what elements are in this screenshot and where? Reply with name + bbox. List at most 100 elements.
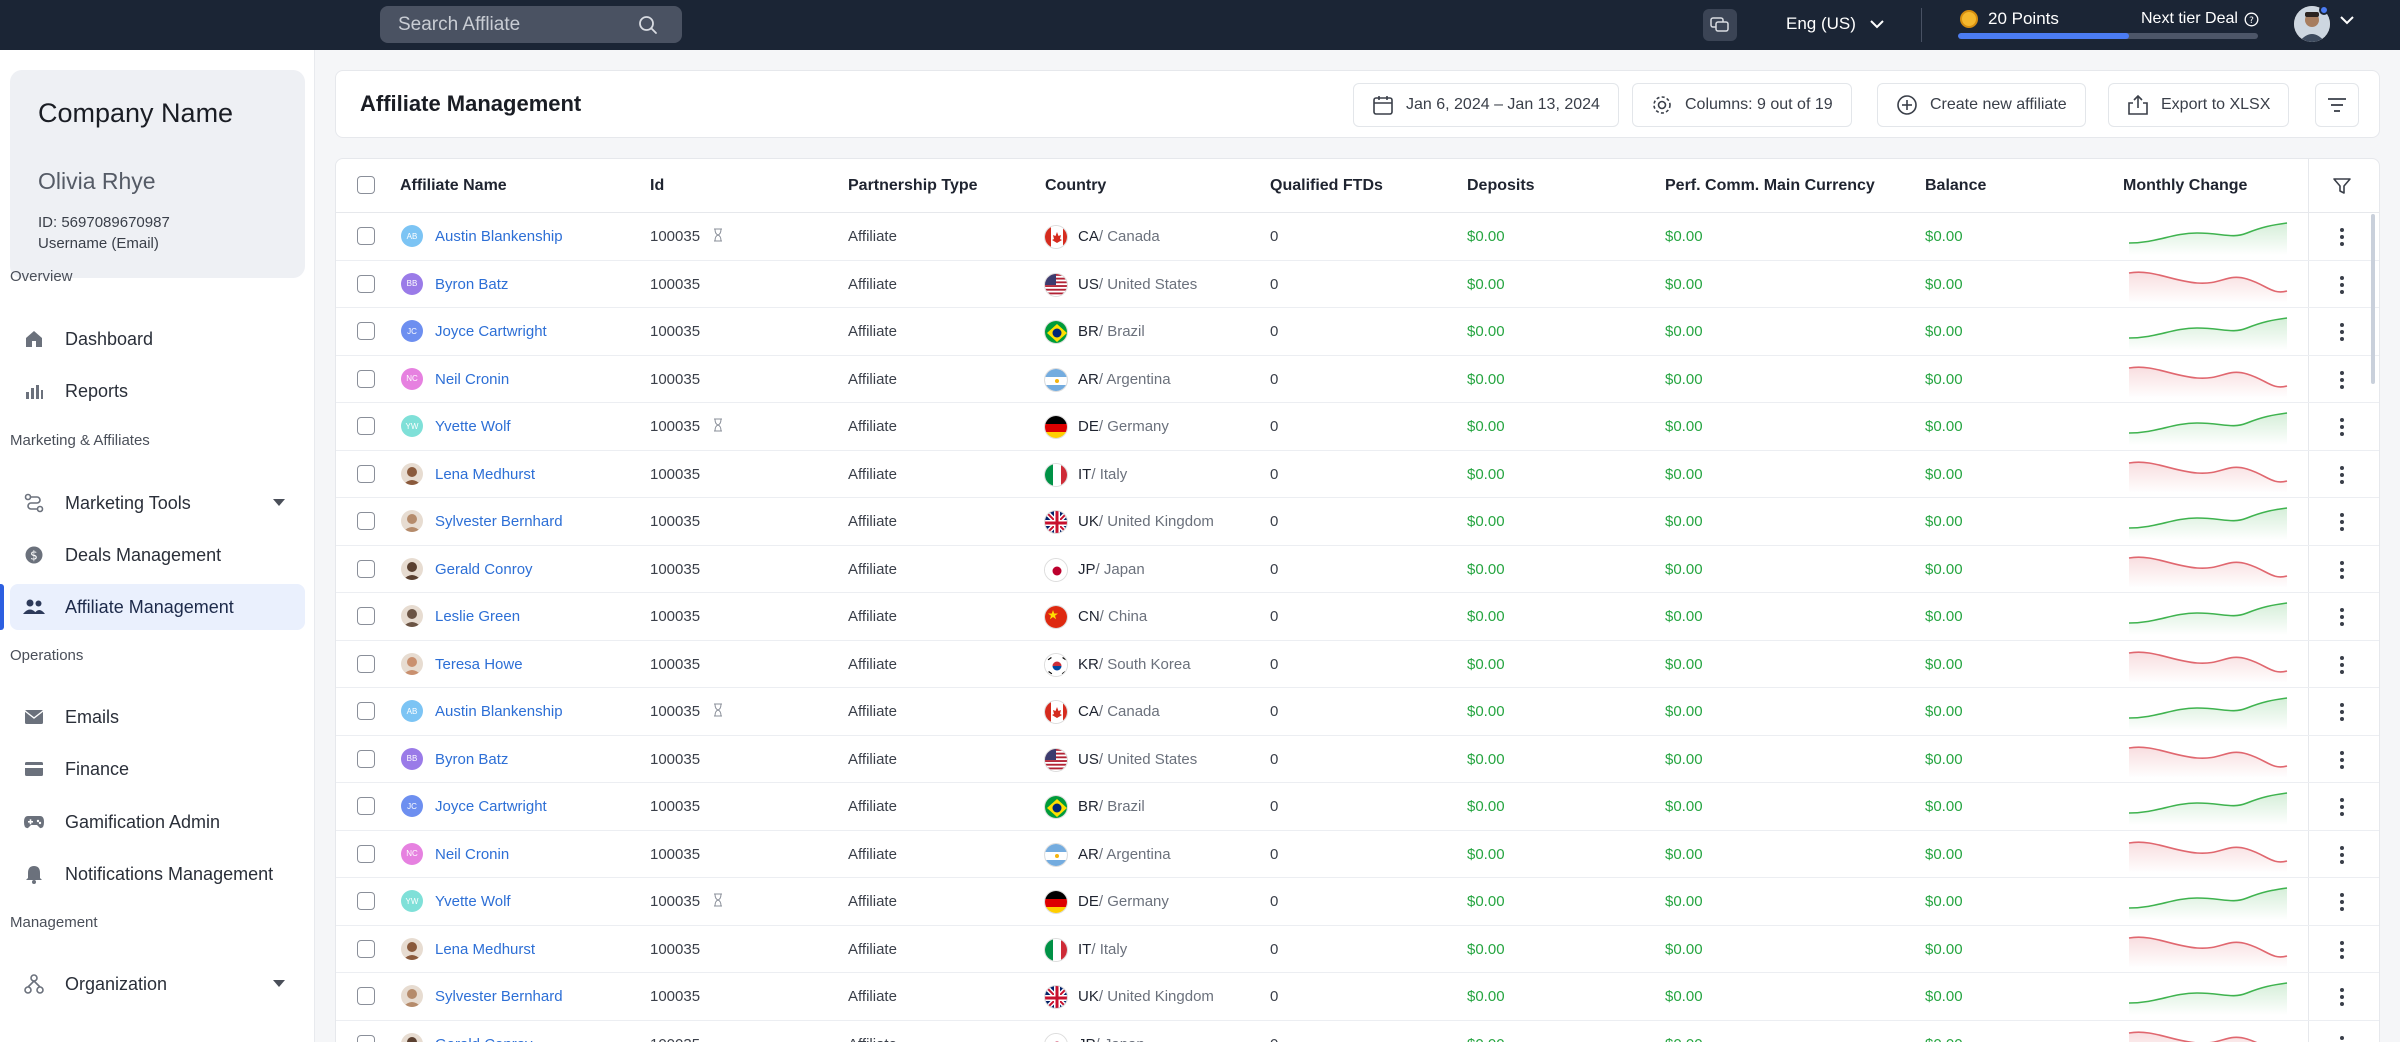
column-header[interactable]: Deposits	[1467, 177, 1535, 194]
row-actions-button[interactable]	[2332, 225, 2352, 249]
affiliate-name-link[interactable]: Joyce Cartwright	[435, 323, 547, 340]
row-checkbox[interactable]	[357, 844, 375, 863]
row-actions-button[interactable]	[2332, 415, 2352, 439]
row-checkbox[interactable]	[357, 512, 375, 530]
row-checkbox[interactable]	[357, 559, 375, 578]
table-row[interactable]: NC Neil Cronin 100035 Affiliate AR/ Argentin…	[336, 831, 2379, 878]
table-row[interactable]: Gerald Conroy 100035 Affiliate JP/ Japan 0 $0…	[336, 546, 2379, 593]
sidebar-item-affiliate-management[interactable]: Affiliate Management	[10, 584, 305, 630]
create-affiliate-button[interactable]: Create new affiliate	[1877, 83, 2086, 127]
row-actions-button[interactable]	[2332, 605, 2352, 629]
row-actions-button[interactable]	[2332, 653, 2352, 677]
table-row[interactable]: JC Joyce Cartwright 100035 Affiliate BR/ Bra…	[336, 783, 2379, 831]
table-row[interactable]: Gerald Conroy 100035 Affiliate JP/ Japan 0 $0…	[336, 1021, 2379, 1042]
affiliate-name-link[interactable]: Gerald Conroy	[435, 1036, 533, 1042]
affiliate-name-link[interactable]: Austin Blankenship	[435, 703, 563, 720]
sidebar-item-deals-management[interactable]: $ Deals Management	[10, 532, 305, 578]
row-actions-button[interactable]	[2332, 748, 2352, 772]
column-header[interactable]: Balance	[1925, 177, 1987, 194]
next-tier[interactable]: Next tier Deal ?	[2141, 10, 2259, 28]
row-actions-button[interactable]	[2332, 558, 2352, 582]
sidebar-item-finance[interactable]: Finance	[10, 746, 305, 792]
row-checkbox[interactable]	[357, 987, 375, 1005]
filter-icon[interactable]	[2332, 176, 2352, 196]
filter-menu-button[interactable]	[2315, 83, 2359, 127]
affiliate-name-link[interactable]: Austin Blankenship	[435, 228, 563, 245]
search-input[interactable]	[398, 6, 638, 43]
caret-down-icon[interactable]	[273, 499, 285, 506]
sidebar-item-dashboard[interactable]: Dashboard	[10, 316, 305, 362]
column-header[interactable]: Perf. Comm. Main Currency	[1665, 177, 1875, 194]
row-checkbox[interactable]	[357, 702, 375, 720]
table-row[interactable]: YW Yvette Wolf 100035 Affiliate DE/ Germany 0…	[336, 403, 2379, 451]
row-checkbox[interactable]	[357, 749, 375, 768]
table-row[interactable]: JC Joyce Cartwright 100035 Affiliate BR/ Bra…	[336, 308, 2379, 356]
table-row[interactable]: Teresa Howe 100035 Affiliate KR/ South Kore…	[336, 641, 2379, 688]
search-box[interactable]	[380, 6, 682, 43]
table-row[interactable]: BB Byron Batz 100035 Affiliate US/ United St…	[336, 261, 2379, 308]
chevron-down-icon[interactable]	[2340, 16, 2354, 25]
sidebar-item-notifications-management[interactable]: Notifications Management	[10, 851, 305, 897]
affiliate-name-link[interactable]: Yvette Wolf	[435, 418, 511, 435]
export-button[interactable]: Export to XLSX	[2108, 83, 2290, 127]
row-checkbox[interactable]	[357, 892, 375, 910]
row-checkbox[interactable]	[357, 417, 375, 435]
row-actions-button[interactable]	[2332, 985, 2352, 1009]
table-row[interactable]: Sylvester Bernhard 100035 Affiliate UK/ Uni…	[336, 498, 2379, 546]
affiliate-name-link[interactable]: Teresa Howe	[435, 655, 523, 673]
caret-down-icon[interactable]	[273, 980, 285, 987]
affiliate-name-link[interactable]: Neil Cronin	[435, 370, 510, 388]
row-checkbox[interactable]	[357, 322, 375, 340]
table-row[interactable]: AB Austin Blankenship 100035 Affiliate CA/ C…	[336, 688, 2379, 736]
date-range-button[interactable]: Jan 6, 2024 – Jan 13, 2024	[1353, 83, 1619, 127]
search-icon[interactable]	[638, 15, 658, 35]
row-checkbox[interactable]	[357, 369, 375, 388]
chat-button[interactable]	[1703, 9, 1737, 41]
row-checkbox[interactable]	[357, 654, 375, 673]
scrollbar[interactable]	[2371, 214, 2375, 384]
row-checkbox[interactable]	[357, 797, 375, 815]
affiliate-name-link[interactable]: Byron Batz	[435, 750, 509, 768]
sidebar-item-reports[interactable]: Reports	[10, 368, 305, 414]
language-selector[interactable]: Eng (US)	[1786, 14, 1884, 34]
affiliate-name-link[interactable]: Joyce Cartwright	[435, 798, 547, 815]
select-all-checkbox[interactable]	[357, 176, 375, 194]
row-actions-button[interactable]	[2332, 795, 2352, 819]
row-actions-button[interactable]	[2332, 938, 2352, 962]
column-header[interactable]: Country	[1045, 177, 1107, 194]
sidebar-item-organization[interactable]: Organization	[10, 961, 305, 1007]
row-checkbox[interactable]	[357, 227, 375, 245]
column-header[interactable]: Affiliate Name	[400, 177, 507, 194]
row-actions-button[interactable]	[2332, 510, 2352, 534]
affiliate-name-link[interactable]: Sylvester Bernhard	[435, 988, 563, 1005]
row-actions-button[interactable]	[2332, 368, 2352, 392]
table-row[interactable]: AB Austin Blankenship 100035 Affiliate CA/ C…	[336, 213, 2379, 261]
row-actions-button[interactable]	[2332, 1033, 2352, 1042]
affiliate-name-link[interactable]: Yvette Wolf	[435, 893, 511, 910]
row-actions-button[interactable]	[2332, 890, 2352, 914]
table-row[interactable]: NC Neil Cronin 100035 Affiliate AR/ Argentin…	[336, 356, 2379, 403]
row-checkbox[interactable]	[357, 464, 375, 483]
table-row[interactable]: YW Yvette Wolf 100035 Affiliate DE/ Germany 0…	[336, 878, 2379, 926]
affiliate-name-link[interactable]: Neil Cronin	[435, 845, 510, 863]
row-actions-button[interactable]	[2332, 700, 2352, 724]
row-actions-button[interactable]	[2332, 273, 2352, 297]
row-actions-button[interactable]	[2332, 843, 2352, 867]
affiliate-name-link[interactable]: Gerald Conroy	[435, 560, 533, 578]
row-checkbox[interactable]	[357, 939, 375, 958]
affiliate-name-link[interactable]: Lena Medhurst	[435, 940, 536, 958]
table-row[interactable]: Lena Medhurst 100035 Affiliate IT/ Italy 0 $0…	[336, 451, 2379, 498]
sidebar-item-marketing-tools[interactable]: Marketing Tools	[10, 480, 305, 526]
columns-button[interactable]: Columns: 9 out of 19	[1632, 83, 1852, 127]
column-header[interactable]: Id	[650, 177, 665, 194]
table-row[interactable]: BB Byron Batz 100035 Affiliate US/ United St…	[336, 736, 2379, 783]
affiliate-name-link[interactable]: Leslie Green	[435, 608, 521, 625]
column-header[interactable]: Qualified FTDs	[1270, 177, 1383, 194]
affiliate-name-link[interactable]: Byron Batz	[435, 275, 509, 293]
user-avatar[interactable]	[2294, 6, 2330, 42]
sidebar-item-emails[interactable]: Emails	[10, 694, 305, 740]
column-header[interactable]: Partnership Type	[848, 177, 978, 194]
row-actions-button[interactable]	[2332, 463, 2352, 487]
table-row[interactable]: Lena Medhurst 100035 Affiliate IT/ Italy 0 $0…	[336, 926, 2379, 973]
row-actions-button[interactable]	[2332, 320, 2352, 344]
